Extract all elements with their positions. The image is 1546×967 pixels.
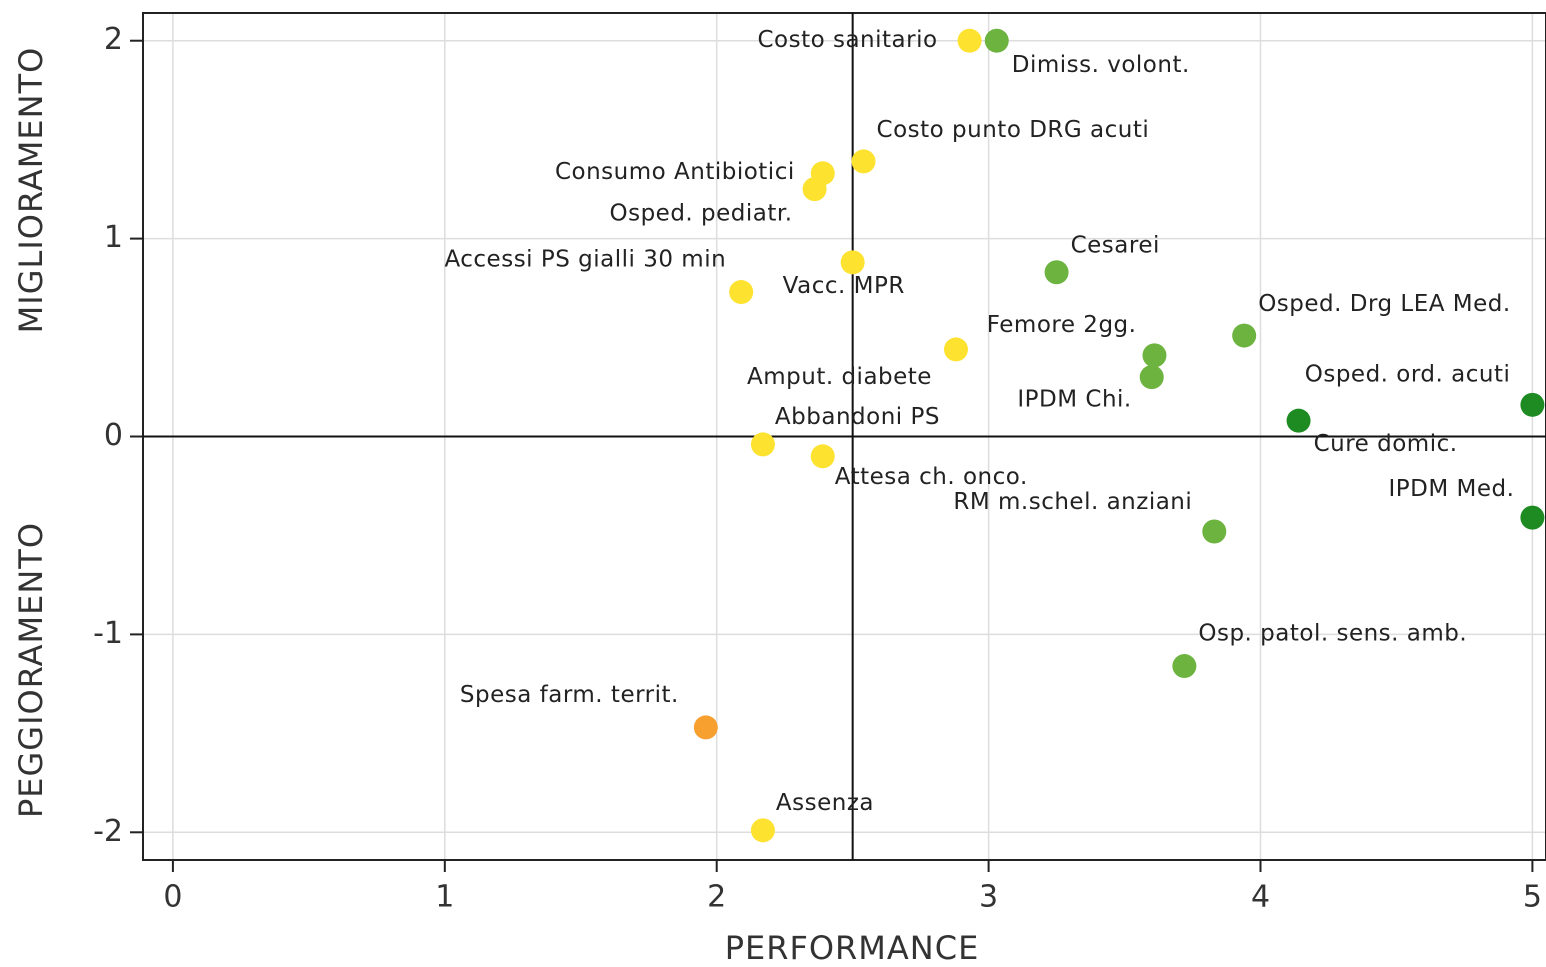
point	[693, 715, 718, 740]
point	[984, 28, 1009, 53]
point-label: Cure domic.	[1314, 431, 1458, 457]
y-axis-label-top: MIGLIORAMENTO	[12, 47, 50, 334]
point	[1172, 654, 1197, 679]
point	[943, 337, 968, 362]
point-label: Spesa farm. territ.	[460, 682, 679, 708]
point-label: IPDM Med.	[1388, 476, 1514, 502]
point	[750, 818, 775, 843]
point-label: Abbandoni PS	[775, 404, 940, 430]
point-label: Assenza	[776, 790, 874, 816]
point	[851, 149, 876, 174]
y-tick-label: 1	[104, 220, 123, 255]
point	[840, 250, 865, 275]
point	[1142, 343, 1167, 368]
x-tick-label: 0	[163, 880, 182, 915]
point	[1232, 323, 1257, 348]
y-tick-label: 0	[104, 418, 123, 453]
point	[802, 177, 827, 202]
x-tick-label: 4	[1251, 880, 1270, 915]
x-tick-label: 1	[435, 880, 454, 915]
point	[729, 280, 754, 305]
y-tick-label: -2	[93, 814, 123, 849]
point	[1044, 260, 1069, 285]
point	[1520, 505, 1545, 530]
point	[810, 444, 835, 469]
point-label: Dimiss. volont.	[1012, 52, 1190, 78]
point-label: Costo sanitario	[757, 27, 937, 53]
point	[750, 432, 775, 457]
x-tick-label: 3	[979, 880, 998, 915]
point-label: Femore 2gg.	[987, 312, 1137, 338]
point-label: Consumo Antibiotici	[555, 159, 795, 185]
x-tick-label: 2	[707, 880, 726, 915]
x-axis-label: PERFORMANCE	[725, 929, 980, 967]
point-label: Vacc. MPR	[783, 273, 905, 299]
point	[1520, 392, 1545, 417]
point-label: Osped. Drg LEA Med.	[1258, 291, 1511, 317]
point	[1286, 408, 1311, 433]
point	[957, 28, 982, 53]
y-tick-label: -1	[93, 616, 123, 651]
point-label: Costo punto DRG acuti	[877, 117, 1150, 143]
point-label: Accessi PS gialli 30 min	[444, 247, 726, 273]
point	[1202, 519, 1227, 544]
point-label: Osp. patol. sens. amb.	[1198, 621, 1467, 647]
point-label: Cesarei	[1071, 233, 1160, 259]
point-label: Amput. diabete	[747, 364, 932, 390]
y-axis-label-bottom: PEGGIORAMENTO	[12, 522, 50, 818]
point-label: Osped. ord. acuti	[1305, 361, 1511, 387]
y-tick-label: 2	[104, 22, 123, 57]
point-label: Attesa ch. onco.	[835, 464, 1028, 490]
point-label: Osped. pediatr.	[610, 201, 793, 227]
point	[1139, 365, 1164, 390]
point-label: IPDM Chi.	[1017, 387, 1131, 413]
x-tick-label: 5	[1523, 880, 1542, 915]
point-label: RM m.schel. anziani	[953, 489, 1192, 515]
